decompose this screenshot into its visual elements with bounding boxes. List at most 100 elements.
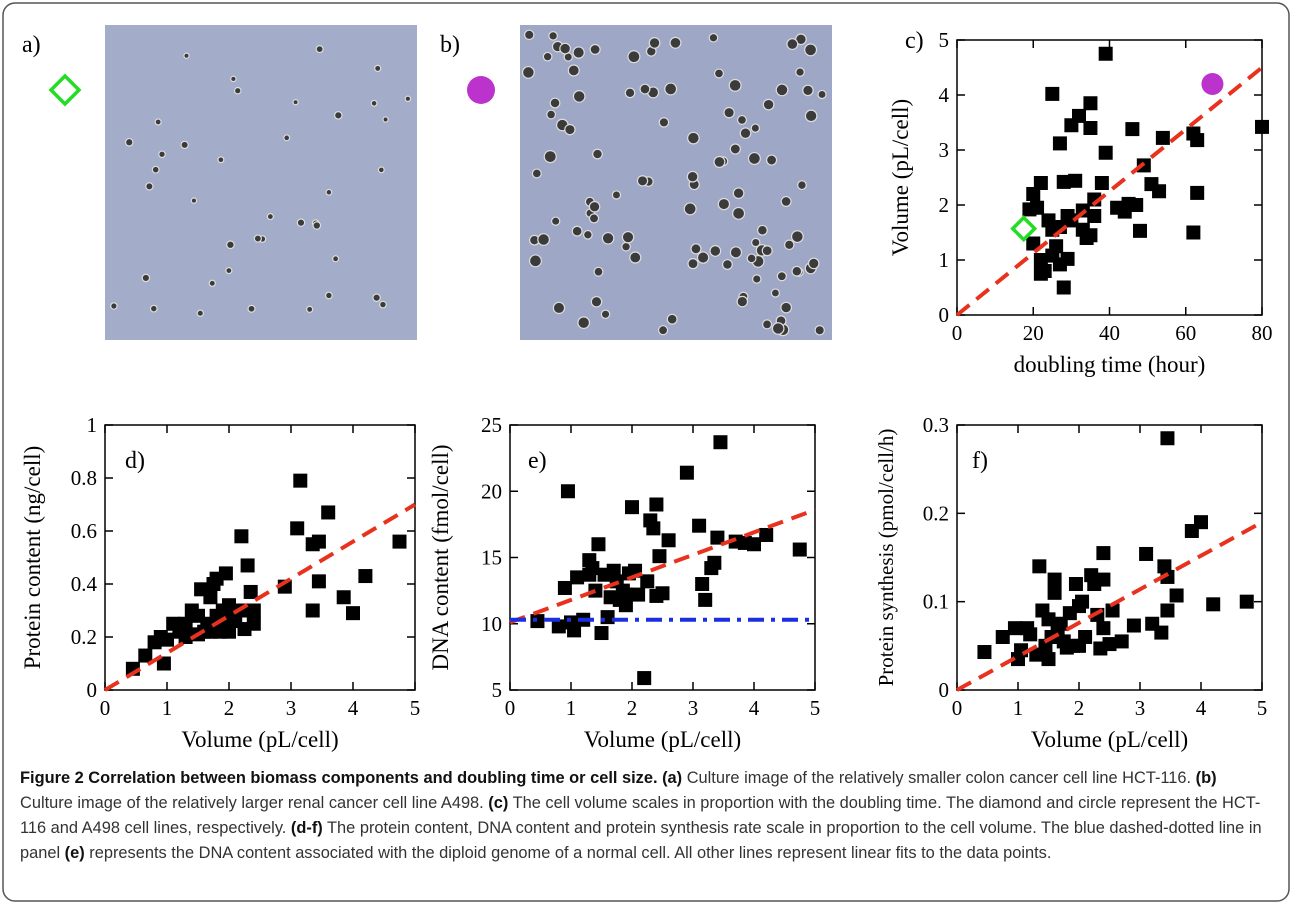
fit-line [955, 65, 1264, 317]
x-tick-label: 3 [286, 696, 297, 720]
y-tick-label: 10 [481, 612, 502, 636]
cell [190, 197, 198, 204]
plot-frame [104, 424, 416, 691]
point [1190, 185, 1205, 200]
cell [312, 221, 322, 230]
x-axis-label: Volume (pL/cell) [584, 727, 741, 752]
point [1096, 572, 1111, 587]
point [591, 537, 606, 552]
panel-label: c) [905, 28, 924, 54]
panel-label: e) [528, 448, 547, 474]
point [1041, 612, 1056, 627]
point [600, 610, 615, 625]
x-tick-label: 5 [1257, 696, 1268, 720]
cell [751, 237, 761, 248]
cell [752, 274, 762, 284]
y-tick-label: 0.1 [923, 590, 949, 614]
cell [687, 258, 699, 270]
point [321, 505, 336, 520]
cell [333, 111, 343, 120]
cell [669, 36, 682, 49]
x-axis-label: doubling time (hour) [1014, 352, 1206, 377]
point [234, 529, 249, 544]
y-tick-label: 1 [939, 248, 950, 272]
cell [590, 295, 603, 308]
point [1060, 251, 1075, 266]
point [594, 626, 609, 641]
cell [817, 89, 827, 100]
point [1155, 130, 1170, 145]
fit-line [103, 502, 417, 692]
cell [750, 123, 761, 133]
point [156, 656, 171, 671]
caption-text: The protein content, DNA content and pro… [20, 819, 1262, 862]
point [1030, 200, 1045, 215]
y-tick-label: 20 [481, 479, 502, 503]
point [1255, 119, 1269, 134]
point [138, 648, 153, 663]
cell [795, 67, 805, 77]
cell [332, 255, 340, 263]
cell [686, 170, 699, 183]
cell [717, 197, 731, 211]
x-tick-label: 3 [1135, 696, 1146, 720]
cell [664, 82, 678, 96]
cell [791, 265, 803, 277]
caption-text: (c) [488, 794, 509, 812]
cell [732, 187, 745, 200]
cell [374, 64, 382, 73]
point [1023, 627, 1038, 642]
cell [736, 295, 749, 308]
cell [266, 213, 274, 221]
caption-text: The cell volume scales in proportion wit… [20, 794, 1261, 837]
x-axis-label: Volume (pL/cell) [1031, 727, 1188, 752]
point [695, 577, 710, 591]
point [1052, 136, 1067, 151]
y-tick-label: 0 [939, 303, 950, 327]
point [178, 630, 193, 644]
point [1094, 176, 1109, 190]
plot-frame [956, 424, 1263, 691]
point [1114, 634, 1129, 649]
cell [537, 233, 551, 246]
caption-text: represents the DNA content associated wi… [89, 844, 1052, 862]
cell [292, 99, 299, 106]
point [652, 549, 667, 564]
caption-text: (e) [64, 844, 85, 862]
cell [624, 87, 636, 99]
point [530, 614, 545, 629]
cell [183, 52, 190, 59]
cell [283, 134, 291, 142]
caption: Figure 2 Correlation between biomass com… [20, 766, 1270, 866]
point [1033, 266, 1048, 281]
cell [775, 83, 789, 97]
cell [746, 253, 757, 264]
cell [721, 259, 733, 270]
cell [141, 273, 151, 283]
point [290, 521, 305, 536]
point [1007, 621, 1022, 636]
point [160, 632, 174, 647]
cell [158, 150, 166, 159]
y-axis-label: Volume (pL/cell) [888, 99, 913, 256]
point [358, 569, 373, 584]
x-tick-label: 40 [1099, 321, 1120, 345]
point [311, 574, 326, 589]
panel-label: b) [440, 32, 460, 58]
cell [592, 148, 603, 160]
point [243, 584, 258, 599]
fit-line [509, 507, 816, 625]
x-tick-label: 3 [688, 696, 699, 720]
cell [145, 182, 154, 191]
point [1010, 215, 1038, 243]
y-tick-label: 0.6 [71, 519, 97, 543]
point [606, 563, 621, 578]
point [649, 497, 664, 512]
cell [729, 143, 741, 155]
cell [404, 95, 412, 103]
point [203, 590, 218, 605]
cell [233, 86, 242, 95]
point [618, 587, 633, 602]
